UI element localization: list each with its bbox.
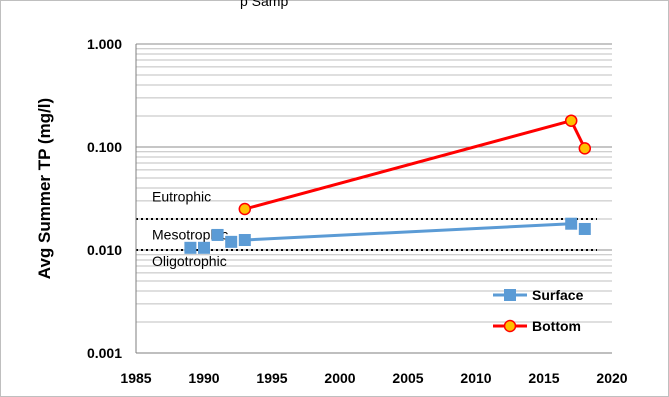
zone-label: Mesotrophic <box>152 226 228 242</box>
data-series <box>184 114 592 254</box>
y-tick-label: 1.000 <box>87 36 122 52</box>
axes <box>135 44 612 354</box>
series-surface <box>184 217 591 254</box>
legend-marker-square <box>504 289 516 301</box>
threshold-lines <box>136 217 597 251</box>
y-tick-label: 0.001 <box>87 345 122 361</box>
data-point-circle <box>238 202 252 216</box>
x-tick-label: 2000 <box>324 370 355 386</box>
data-point-circle <box>578 142 592 155</box>
x-tick-label: 1985 <box>120 370 151 386</box>
legend-label: Bottom <box>532 318 581 334</box>
data-point-square <box>238 234 251 247</box>
data-point-circle <box>564 114 578 127</box>
x-tick-label: 2010 <box>460 370 491 386</box>
y-tick-label: 0.010 <box>87 242 122 258</box>
data-point-square <box>578 222 591 235</box>
legend-marker-circle <box>503 319 517 333</box>
x-tick-label: 2015 <box>528 370 559 386</box>
tick-labels: 0.001 0.010 0.100 1.000 1985 1990 1995 2000 2005… <box>87 36 628 386</box>
x-tick-label: 1990 <box>188 370 219 386</box>
zone-label: Eutrophic <box>152 189 211 205</box>
legend-label: Surface <box>532 287 584 303</box>
data-point-square <box>565 217 578 230</box>
x-tick-label: 2020 <box>596 370 627 386</box>
y-tick-label: 0.100 <box>87 139 122 155</box>
legend: Surface Bottom <box>493 287 584 334</box>
series-line <box>244 222 572 242</box>
data-point-square <box>184 241 197 254</box>
data-point-square <box>225 235 238 248</box>
data-point-square <box>198 241 210 254</box>
x-tick-label: 2005 <box>392 370 423 386</box>
data-point-square <box>211 228 224 241</box>
zone-labels: Eutrophic Mesotrophic Oligotrophic <box>152 189 228 270</box>
cropped-title-fragment: p Samp <box>240 0 288 9</box>
series-line <box>244 119 572 211</box>
zone-label: Oligotrophic <box>152 253 227 269</box>
y-axis-title: Avg Summer TP (mg/l) <box>35 98 54 279</box>
x-tick-label: 1995 <box>256 370 287 386</box>
series-bottom <box>238 114 592 216</box>
